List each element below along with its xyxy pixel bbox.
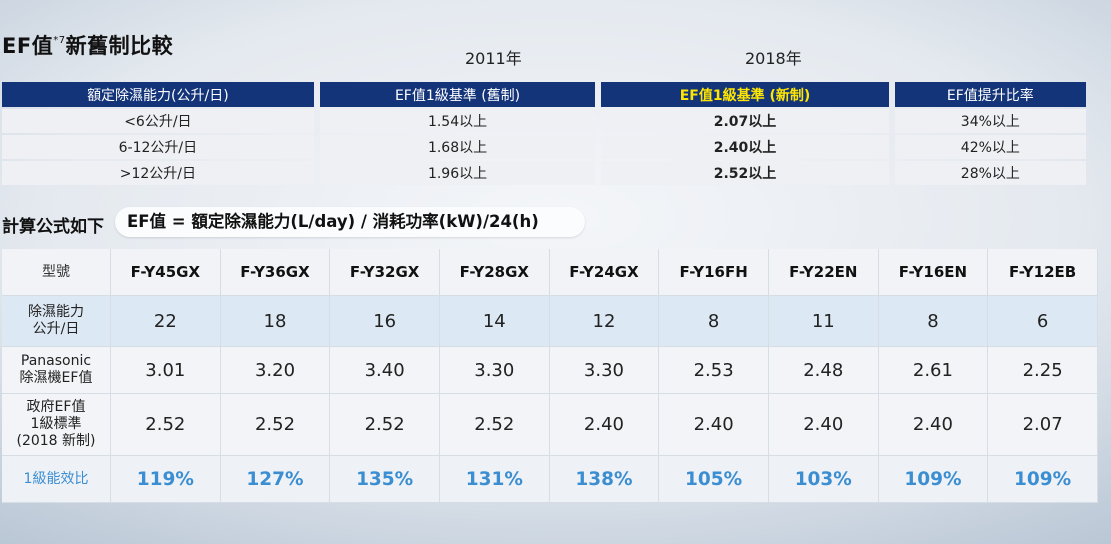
efficiency-value-cell: 127% bbox=[220, 455, 331, 503]
efficiency-value-cell: 138% bbox=[549, 455, 660, 503]
model-name-cell: F-Y16EN bbox=[878, 249, 989, 296]
model-name-cell: F-Y12EB bbox=[987, 249, 1098, 296]
old-standard-cell: 1.68以上 bbox=[319, 135, 596, 159]
table-row: 6-12公升/日 1.68以上 2.40以上 42%以上 bbox=[2, 135, 1086, 159]
year-2011-label: 2011年 bbox=[465, 49, 522, 68]
standard-value-cell: 2.52 bbox=[110, 393, 221, 456]
label-line: 1級標準 bbox=[30, 416, 82, 432]
standard-value-cell: 2.52 bbox=[439, 393, 550, 456]
capacity-cell: >12公升/日 bbox=[2, 161, 314, 185]
label-line: 政府EF值 bbox=[26, 399, 86, 415]
label-line: Panasonic bbox=[20, 353, 92, 369]
standard-value-cell: 2.07 bbox=[987, 393, 1098, 456]
page-title: EF值*7新舊制比較 bbox=[2, 30, 173, 60]
ef-value-row: Panasonic 除濕機EF值 3.01 3.20 3.40 3.30 3.30… bbox=[2, 346, 1098, 394]
ef-table-header-row: 額定除濕能力(公升/日) EF值1級基準 (舊制) EF值1級基準 (新制) E… bbox=[2, 82, 1086, 107]
row-label-efficiency: 1級能效比 bbox=[2, 455, 111, 503]
improvement-cell: 28%以上 bbox=[894, 161, 1086, 185]
label-line: 除濕能力 bbox=[28, 304, 84, 320]
efficiency-value-cell: 103% bbox=[768, 455, 879, 503]
capacity-cell: 6-12公升/日 bbox=[2, 135, 314, 159]
new-standard-cell: 2.07以上 bbox=[601, 109, 889, 133]
ef-value-cell: 2.48 bbox=[768, 346, 879, 394]
title-footnote: *7 bbox=[53, 35, 66, 46]
label-line: (2018 新制) bbox=[16, 433, 96, 449]
title-rest: 新舊制比較 bbox=[65, 34, 174, 58]
capacity-value-cell: 12 bbox=[549, 295, 660, 347]
row-label-standard: 政府EF值 1級標準 (2018 新制) bbox=[2, 393, 111, 456]
efficiency-value-cell: 131% bbox=[439, 455, 550, 503]
title-main: EF值 bbox=[2, 34, 54, 58]
standard-value-cell: 2.40 bbox=[878, 393, 989, 456]
header-new-standard: EF值1級基準 (新制) bbox=[601, 82, 889, 107]
table-row: <6公升/日 1.54以上 2.07以上 34%以上 bbox=[2, 109, 1086, 133]
table-row: >12公升/日 1.96以上 2.52以上 28%以上 bbox=[2, 161, 1086, 185]
label-line: 除濕機EF值 bbox=[19, 370, 93, 386]
standard-value-cell: 2.52 bbox=[220, 393, 331, 456]
model-name-cell: F-Y45GX bbox=[110, 249, 221, 296]
ef-value-cell: 2.25 bbox=[987, 346, 1098, 394]
capacity-value-cell: 14 bbox=[439, 295, 550, 347]
ef-value-cell: 3.40 bbox=[329, 346, 440, 394]
ef-value-cell: 3.20 bbox=[220, 346, 331, 394]
capacity-value-cell: 6 bbox=[987, 295, 1098, 347]
efficiency-value-cell: 109% bbox=[987, 455, 1098, 503]
efficiency-value-cell: 135% bbox=[329, 455, 440, 503]
model-row: 型號 F-Y45GX F-Y36GX F-Y32GX F-Y28GX F-Y24… bbox=[2, 249, 1098, 296]
header-improvement: EF值提升比率 bbox=[894, 82, 1086, 107]
ef-value-cell: 3.30 bbox=[549, 346, 660, 394]
label-line: 公升/日 bbox=[32, 321, 80, 337]
old-standard-cell: 1.96以上 bbox=[319, 161, 596, 185]
model-name-cell: F-Y22EN bbox=[768, 249, 879, 296]
header-capacity: 額定除濕能力(公升/日) bbox=[2, 82, 314, 107]
standard-value-cell: 2.40 bbox=[658, 393, 769, 456]
ef-value-cell: 2.53 bbox=[658, 346, 769, 394]
year-2018-label: 2018年 bbox=[745, 49, 802, 68]
capacity-value-cell: 18 bbox=[220, 295, 331, 347]
header-old-standard: EF值1級基準 (舊制) bbox=[319, 82, 596, 107]
improvement-cell: 42%以上 bbox=[894, 135, 1086, 159]
standard-value-cell: 2.52 bbox=[329, 393, 440, 456]
model-name-cell: F-Y16FH bbox=[658, 249, 769, 296]
efficiency-value-cell: 105% bbox=[658, 455, 769, 503]
capacity-value-cell: 8 bbox=[878, 295, 989, 347]
row-label-ef: Panasonic 除濕機EF值 bbox=[2, 346, 111, 394]
efficiency-value-cell: 109% bbox=[878, 455, 989, 503]
capacity-value-cell: 16 bbox=[329, 295, 440, 347]
row-label-model: 型號 bbox=[2, 249, 111, 296]
model-comparison-table: 型號 F-Y45GX F-Y36GX F-Y32GX F-Y28GX F-Y24… bbox=[2, 249, 1098, 503]
capacity-value-cell: 11 bbox=[768, 295, 879, 347]
formula-label: 計算公式如下 bbox=[2, 217, 104, 237]
model-name-cell: F-Y24GX bbox=[549, 249, 660, 296]
improvement-cell: 34%以上 bbox=[894, 109, 1086, 133]
ef-value-cell: 2.61 bbox=[878, 346, 989, 394]
capacity-value-cell: 22 bbox=[110, 295, 221, 347]
new-standard-cell: 2.52以上 bbox=[601, 161, 889, 185]
ef-value-cell: 3.30 bbox=[439, 346, 550, 394]
standard-value-cell: 2.40 bbox=[549, 393, 660, 456]
model-name-cell: F-Y36GX bbox=[220, 249, 331, 296]
standard-value-cell: 2.40 bbox=[768, 393, 879, 456]
capacity-value-cell: 8 bbox=[658, 295, 769, 347]
old-standard-cell: 1.54以上 bbox=[319, 109, 596, 133]
model-name-cell: F-Y28GX bbox=[439, 249, 550, 296]
efficiency-row: 1級能效比 119% 127% 135% 131% 138% 105% 103%… bbox=[2, 455, 1098, 503]
ef-value-cell: 3.01 bbox=[110, 346, 221, 394]
model-name-cell: F-Y32GX bbox=[329, 249, 440, 296]
standard-row: 政府EF值 1級標準 (2018 新制) 2.52 2.52 2.52 2.52 2… bbox=[2, 393, 1098, 456]
new-standard-cell: 2.40以上 bbox=[601, 135, 889, 159]
ef-comparison-table: 額定除濕能力(公升/日) EF值1級基準 (舊制) EF值1級基準 (新制) E… bbox=[0, 80, 1092, 187]
row-label-capacity: 除濕能力 公升/日 bbox=[2, 295, 111, 347]
capacity-cell: <6公升/日 bbox=[2, 109, 314, 133]
efficiency-value-cell: 119% bbox=[110, 455, 221, 503]
capacity-row: 除濕能力 公升/日 22 18 16 14 12 8 11 8 6 bbox=[2, 295, 1098, 347]
formula-box: EF值 = 額定除濕能力(L/day) / 消耗功率(kW)/24(h) bbox=[115, 207, 585, 237]
